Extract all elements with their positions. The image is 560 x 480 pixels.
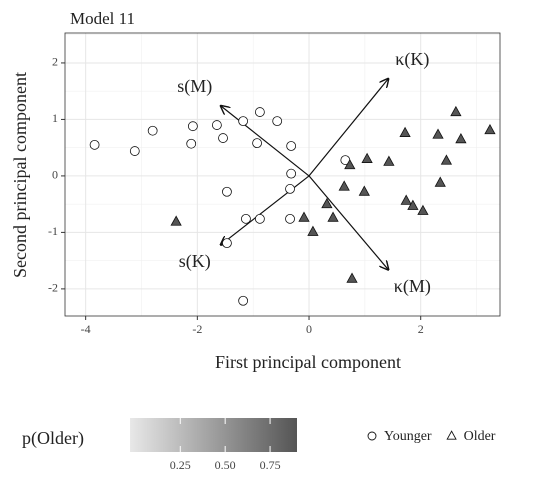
loading-arrow — [308, 79, 388, 177]
loading-arrow — [308, 175, 388, 270]
point — [170, 215, 182, 226]
legend-key — [446, 430, 457, 440]
point — [222, 238, 232, 249]
point — [286, 141, 297, 151]
colorbar-tick-label: 0.50 — [215, 458, 236, 472]
point — [361, 152, 373, 163]
point — [211, 120, 222, 130]
point — [238, 295, 249, 306]
x-tick-label: 2 — [418, 322, 424, 336]
point — [327, 211, 339, 222]
loading-arrow — [221, 106, 310, 177]
point — [440, 154, 453, 165]
point — [344, 158, 356, 170]
point — [307, 225, 319, 236]
arrow-label: κ(M) — [394, 276, 431, 297]
point — [254, 213, 265, 224]
point — [417, 204, 429, 215]
colorbar-title: p(Older) — [22, 428, 84, 449]
point — [241, 213, 251, 224]
y-tick-label: -2 — [48, 281, 58, 295]
arrow-label: κ(K) — [395, 49, 429, 70]
point — [450, 105, 462, 117]
point — [89, 139, 100, 150]
point — [147, 125, 158, 136]
arrow-label: s(K) — [179, 251, 211, 272]
point — [484, 123, 496, 135]
legend-label: Younger — [384, 429, 432, 444]
point — [407, 199, 419, 210]
point — [285, 184, 295, 194]
point — [272, 116, 283, 127]
point — [298, 211, 310, 222]
point — [238, 116, 249, 127]
point — [321, 197, 333, 209]
arrow-label: s(M) — [177, 76, 212, 97]
point — [218, 133, 228, 143]
point — [254, 107, 265, 117]
point — [383, 155, 395, 166]
point — [432, 128, 444, 139]
point — [455, 132, 467, 144]
y-tick-label: 2 — [52, 55, 58, 69]
point — [346, 272, 358, 283]
point — [286, 168, 297, 179]
point — [434, 176, 446, 187]
legend-label: Older — [464, 429, 496, 444]
chart-title: Model 11 — [70, 9, 135, 28]
point — [285, 213, 295, 224]
colorbar-tick-label: 0.75 — [260, 458, 281, 472]
point — [399, 126, 411, 137]
y-tick-label: 0 — [52, 168, 58, 182]
x-tick-label: 0 — [306, 322, 312, 336]
point — [186, 138, 197, 149]
plot-border — [64, 32, 501, 317]
x-axis-label: First principal component — [215, 352, 401, 372]
point — [338, 180, 350, 191]
point — [252, 138, 262, 149]
legend-key — [367, 431, 377, 441]
colorbar — [130, 418, 297, 452]
point — [222, 186, 232, 197]
y-axis-label: Second principal component — [10, 72, 30, 278]
x-tick-label: -4 — [81, 322, 91, 336]
colorbar-tick-label: 0.25 — [170, 458, 191, 472]
y-tick-label: 1 — [52, 111, 58, 125]
x-tick-label: -2 — [192, 322, 202, 336]
plot-background — [65, 33, 500, 316]
y-tick-label: -1 — [48, 224, 58, 238]
point — [187, 121, 198, 132]
point — [358, 185, 370, 196]
point — [400, 194, 412, 205]
point — [129, 146, 140, 156]
